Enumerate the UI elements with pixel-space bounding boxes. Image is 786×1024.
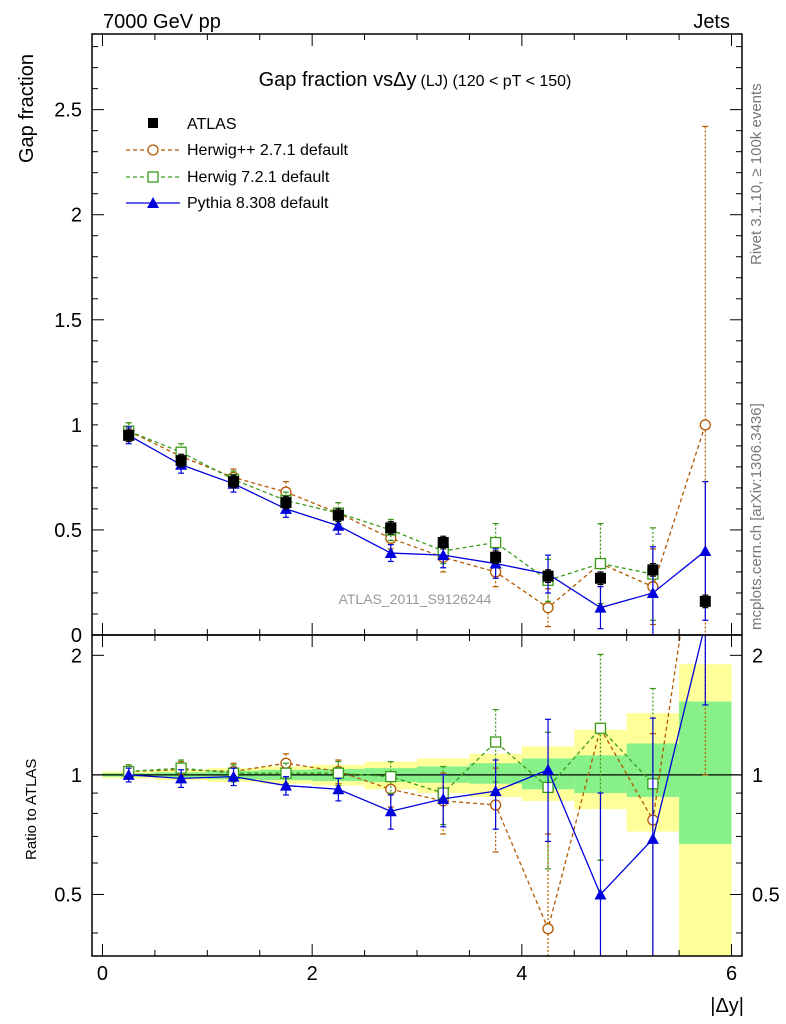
ratio-point-herwig7: [332, 767, 345, 779]
ratio-point-pythia: [279, 779, 292, 791]
y-tick-label: 0: [71, 625, 82, 647]
data-point-herwig7: [489, 536, 502, 549]
legend-marker-herwigpp: [147, 144, 159, 156]
legend-label-herwig7: Herwig 7.2.1 default: [187, 169, 330, 186]
data-point-herwigpp: [542, 602, 554, 614]
header-jets: Jets: [693, 11, 730, 33]
data-point-atlas: [594, 572, 606, 584]
ratio-point-herwigpp: [385, 783, 397, 795]
legend-label-atlas: ATLAS: [187, 116, 237, 133]
ratio-point-herwig7: [594, 722, 607, 734]
data-point-atlas: [332, 509, 344, 521]
x-tick-label: 4: [516, 963, 527, 985]
legend-label-herwigpp: Herwig++ 2.7.1 default: [187, 142, 349, 159]
legend-marker-pythia: [147, 197, 159, 208]
ratio-point-pythia: [542, 763, 555, 775]
ratio-point-pythia: [437, 792, 450, 804]
data-point-pythia: [594, 601, 607, 613]
x-tick-label: 6: [726, 963, 737, 985]
data-point-atlas: [542, 570, 554, 582]
data-point-atlas: [699, 595, 711, 607]
ratio-plot-marks: [122, 461, 710, 956]
mcplots-label: mcplots.cern.ch [arXiv:1306.3436]: [748, 403, 765, 630]
data-point-atlas: [490, 551, 502, 563]
chart-title-suffix: (LJ) (120 < pT < 150): [420, 73, 571, 90]
x-axis-title: |Δy|: [710, 995, 744, 1017]
ratio-point-herwigpp: [700, 461, 710, 471]
data-point-pythia: [332, 519, 345, 531]
ratio-line-pythia: [128, 635, 704, 896]
x-tick-label: 0: [97, 963, 108, 985]
chart-title-delta: Δy: [393, 69, 416, 91]
ratio-point-pythia: [332, 783, 345, 795]
ratio-point-pythia: [594, 888, 607, 900]
ratio-point-pythia: [384, 805, 397, 817]
y-axis-title: Gap fraction: [16, 54, 38, 163]
ratio-bands: [92, 664, 742, 956]
ratio-y-tick-label: 0.5: [54, 884, 82, 906]
ratio-point-herwigpp: [542, 923, 554, 935]
ratio-y-tick-label-right: 2: [752, 645, 763, 667]
ratio-y-tick-label: 2: [71, 645, 82, 667]
ratio-y-tick-label: 1: [71, 765, 82, 787]
data-point-herwigpp: [699, 419, 711, 431]
ratio-line-herwigpp: [128, 635, 681, 931]
ratio-point-herwig7: [385, 770, 397, 783]
chart-title-main: Gap fraction vs: [259, 69, 394, 91]
data-point-atlas: [437, 537, 449, 549]
data-point-pythia: [699, 544, 712, 556]
ratio-point-pythia: [175, 772, 188, 784]
y-tick-label: 0.5: [54, 520, 82, 542]
data-point-pythia: [437, 549, 450, 561]
data-point-pythia: [384, 547, 397, 559]
main-plot-marks: [122, 125, 712, 635]
legend-marker-atlas: [148, 118, 158, 128]
data-point-atlas: [228, 476, 240, 488]
legend-label-pythia: Pythia 8.308 default: [187, 195, 329, 212]
ratio-point-herwig7: [489, 736, 502, 748]
header-energy: 7000 GeV pp: [103, 11, 221, 33]
ratio-point-pythia: [227, 770, 240, 782]
ratio-point-pythia: [122, 768, 135, 780]
y-tick-label: 1.5: [54, 310, 82, 332]
data-point-atlas: [647, 564, 659, 576]
data-point-atlas: [280, 497, 292, 509]
data-point-atlas: [123, 429, 135, 441]
chart-title: Gap fraction vsΔy (LJ) (120 < pT < 150): [259, 69, 572, 91]
series-line-pythia: [128, 434, 706, 609]
data-point-atlas: [385, 522, 397, 534]
y-tick-label: 1: [71, 415, 82, 437]
ratio-point-pythia: [646, 832, 659, 844]
y-tick-label: 2.5: [54, 100, 82, 122]
data-point-pythia: [646, 586, 659, 598]
legend: ATLAS Herwig++ 2.7.1 default Herwig 7.2.…: [126, 116, 349, 212]
ratio-y-tick-label-right: 0.5: [752, 884, 780, 906]
ratio-y-tick-label-right: 1: [752, 765, 763, 787]
analysis-watermark: ATLAS_2011_S9126244: [339, 591, 492, 607]
data-point-atlas: [175, 455, 187, 467]
data-point-herwig7: [594, 557, 607, 570]
legend-marker-herwig7: [147, 171, 159, 183]
rivet-label: Rivet 3.1.10, ≥ 100k events: [748, 83, 765, 265]
ratio-point-pythia: [489, 785, 502, 797]
ratio-y-axis-title: Ratio to ATLAS: [23, 759, 40, 860]
series-line-herwigpp: [128, 424, 706, 609]
x-tick-label: 2: [307, 963, 318, 985]
y-tick-label: 2: [71, 205, 82, 227]
